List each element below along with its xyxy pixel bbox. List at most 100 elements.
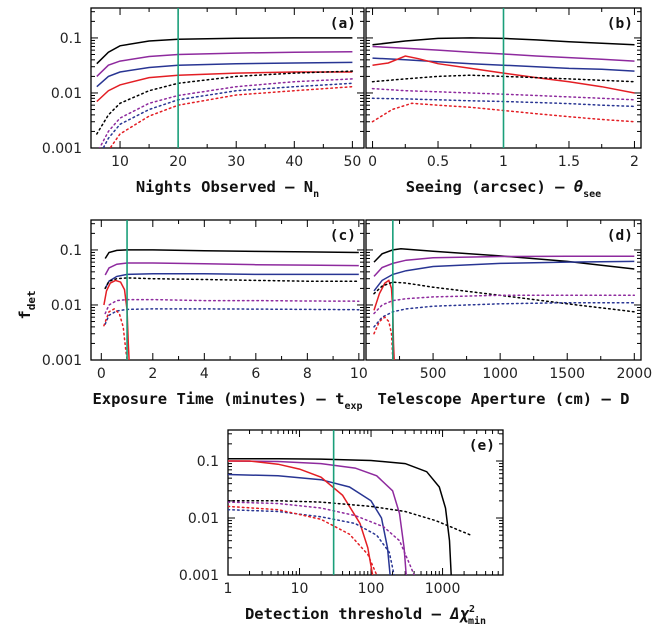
y-tick-label-e: 0.1 [197, 454, 219, 470]
x-axis-label-sub: min [468, 615, 486, 627]
series-d-black-dotted [373, 281, 636, 313]
series-d-blue-solid [373, 260, 635, 292]
series-a-purple-dotted [98, 78, 354, 148]
plot-frame-c [90, 219, 365, 361]
x-axis-label-sub: exp [344, 401, 362, 412]
series-e-purple-solid [228, 460, 407, 575]
series-a-red-dotted [109, 85, 354, 148]
y-tick-label-a: 0.01 [51, 86, 82, 102]
series-a-blue-solid [96, 61, 353, 88]
x-axis-label-text: Seeing (arcsec) – [406, 178, 574, 196]
series-e-red-dotted [228, 505, 378, 575]
series-a-black-solid [96, 37, 353, 65]
series-d-red-solid [373, 279, 395, 360]
series-a-blue-dotted [102, 82, 354, 148]
x-tick-label-c: 4 [200, 366, 209, 382]
x-tick-label-d: 500 [420, 366, 447, 382]
x-axis-label-sub: see [583, 189, 601, 200]
x-axis-label-sup: 2 [469, 604, 475, 615]
x-tick-label-e: 100 [358, 581, 385, 597]
y-axis-label-main: f [16, 310, 34, 319]
x-tick-label-e: 1000 [425, 581, 461, 597]
x-axis-label-a: Nights Observed – Nn [136, 178, 319, 200]
x-tick-label-e: 1 [224, 581, 233, 597]
series-c-blue-dotted [104, 308, 360, 325]
y-tick-label-c: 0.01 [51, 298, 82, 314]
series-d-red-dotted [373, 316, 394, 360]
x-tick-label-a: 20 [169, 154, 187, 170]
series-c-red-solid [103, 279, 130, 360]
x-tick-label-a: 30 [227, 154, 245, 170]
plot-frame-d [365, 219, 642, 361]
x-tick-label-b: 1 [499, 154, 508, 170]
x-axis-label-symbol: t [335, 390, 344, 408]
series-c-black-dotted [104, 277, 360, 290]
series-group-a [96, 37, 354, 148]
x-axis-label-symbol: Δχ [449, 605, 469, 623]
x-axis-label-text: Exposure Time (minutes) – [92, 390, 335, 408]
x-tick-label-b: 0.5 [427, 154, 449, 170]
series-group-c [103, 249, 360, 360]
series-e-purple-dotted [228, 501, 415, 575]
series-b-red-solid [372, 55, 635, 94]
series-d-black-solid [373, 248, 635, 270]
panel-label-a: (a) [330, 16, 356, 32]
panel-c: 0.001 0.01 0.1 0 2 4 6 8 10 (c) Exposure Time (min… [42, 219, 368, 412]
series-a-black-dotted [96, 70, 354, 135]
x-axis-label-b: Seeing (arcsec) – θsee [406, 178, 601, 200]
panel-a: 0.001 0.01 0.1 10 20 30 40 50 (a) Nights Observed… [42, 7, 365, 200]
x-axis-label-symbol: N [304, 178, 313, 196]
series-d-purple-dotted [373, 294, 636, 315]
x-tick-label-a: 50 [343, 154, 361, 170]
panel-label-b: (b) [607, 16, 633, 32]
panel-label-d: (d) [607, 228, 633, 244]
x-tick-label-b: 2 [630, 154, 639, 170]
x-tick-label-d: 2000 [616, 366, 652, 382]
panel-e: 0.001 0.01 0.1 1 10 100 1000 (e) Detection thres… [179, 429, 504, 627]
x-tick-label-c: 2 [148, 366, 157, 382]
series-e-black-solid [228, 457, 452, 575]
series-c-black-solid [104, 249, 359, 259]
y-tick-label-a: 0.1 [60, 31, 82, 47]
x-axis-label-sub: n [313, 189, 319, 200]
x-tick-label-a: 10 [111, 154, 129, 170]
x-tick-label-c: 6 [251, 366, 260, 382]
x-axis-label-d: Telescope Aperture (cm) – D [378, 390, 630, 408]
x-axis-label-symbol: θ [574, 178, 584, 196]
series-e-blue-solid [228, 473, 391, 575]
panel-b: 0 0.5 1 1.5 2 (b) Seeing (arcsec) – θsee [365, 7, 642, 200]
series-a-red-solid [96, 71, 353, 103]
series-e-blue-dotted [228, 508, 395, 575]
series-d-blue-dotted [373, 301, 636, 328]
panel-d: 500 1000 1500 2000 (d) Telescope Aperture (cm… [365, 219, 652, 408]
series-group-e [228, 457, 472, 575]
x-tick-label-e: 10 [291, 581, 309, 597]
x-tick-label-a: 40 [285, 154, 303, 170]
panel-label-e: (e) [469, 438, 495, 454]
series-group-d [373, 248, 636, 360]
y-tick-label-e: 0.01 [188, 511, 219, 527]
x-axis-label-text: Detection threshold – [245, 605, 450, 623]
plot-frame-e [227, 429, 504, 576]
x-tick-label-c: 10 [350, 366, 368, 382]
x-tick-label-c: 0 [97, 366, 106, 382]
x-axis-label-e: Detection threshold – Δχ2 min [245, 604, 486, 627]
series-a-purple-solid [96, 51, 353, 77]
series-b-red-dotted [371, 102, 636, 123]
x-tick-label-c: 8 [303, 366, 312, 382]
y-tick-label-a: 0.001 [42, 141, 82, 157]
series-c-red-dotted [103, 307, 128, 360]
x-axis-label-text: Nights Observed – [136, 178, 304, 196]
series-c-purple-dotted [104, 298, 360, 315]
series-c-purple-solid [104, 262, 359, 276]
x-axis-label-symbol: D [620, 390, 629, 408]
x-tick-label-d: 1500 [549, 366, 585, 382]
plot-frame-a [90, 7, 365, 149]
series-e-black-dotted [228, 500, 472, 536]
x-tick-label-b: 1.5 [558, 154, 580, 170]
y-tick-label-e: 0.001 [179, 568, 219, 584]
series-d-purple-solid [373, 255, 635, 277]
y-axis-label: fdet [16, 290, 38, 319]
